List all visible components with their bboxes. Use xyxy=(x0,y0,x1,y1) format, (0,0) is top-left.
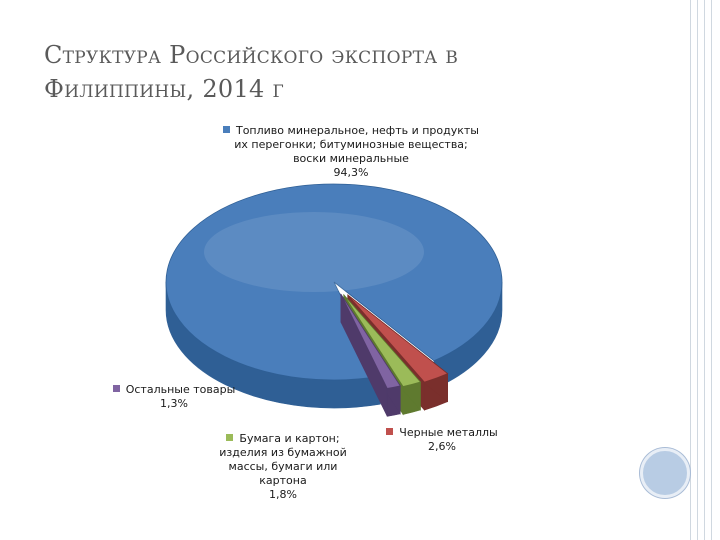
legend-swatch-fuel xyxy=(222,126,230,133)
pie-highlight xyxy=(204,212,424,292)
slice-name: Черные металлы xyxy=(399,426,498,439)
slide-title: Структура Российского экспорта в Филиппи… xyxy=(44,38,564,106)
decorative-rail xyxy=(704,0,705,540)
slice-value: 1,3% xyxy=(160,397,188,410)
legend-swatch-paper xyxy=(226,434,234,441)
pie-slice-top xyxy=(340,293,401,389)
slice-label-fuel: Топливо минеральное, нефть и продукты их… xyxy=(206,124,496,180)
pie-slice-top xyxy=(343,294,422,387)
legend-swatch-other-goods xyxy=(112,385,120,392)
pie-slice-other-goods xyxy=(340,293,401,417)
slice-label-ferrous-metals: Черные металлы 2,6% xyxy=(372,426,512,454)
pie-slice-top xyxy=(347,294,449,383)
slide-title-line-1: Структура Российского экспорта в xyxy=(44,41,459,69)
slice-name: Остальные товары xyxy=(125,383,236,396)
legend-swatch-ferrous-metals xyxy=(386,428,394,435)
decorative-rail xyxy=(697,0,698,540)
slice-value: 2,6% xyxy=(428,440,456,453)
slice-value: 1,8% xyxy=(269,488,297,501)
slice-name: Топливо минеральное, нефть и продукты их… xyxy=(234,124,479,165)
slice-label-paper: Бумага и картон; изделия из бумажной мас… xyxy=(208,432,358,502)
decorative-rail xyxy=(690,0,691,540)
slice-value: 94,3% xyxy=(333,166,369,179)
decorative-circle xyxy=(640,448,690,498)
slice-name: Бумага и картон; изделия из бумажной мас… xyxy=(219,432,347,487)
pie-slice-fuel xyxy=(165,183,503,409)
decorative-rail xyxy=(711,0,712,540)
slide-title-line-2: Филиппины, 2014 г xyxy=(44,75,285,103)
pie-slice-top xyxy=(165,183,503,381)
slice-label-other-goods: Остальные товары 1,3% xyxy=(104,383,244,411)
